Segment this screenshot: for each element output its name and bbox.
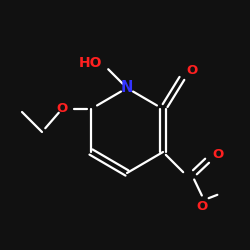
Text: O: O [212,148,224,160]
Text: N: N [121,80,133,96]
Text: HO: HO [78,56,102,70]
Text: O: O [196,200,207,213]
Text: O: O [56,102,68,116]
Text: O: O [186,64,198,76]
